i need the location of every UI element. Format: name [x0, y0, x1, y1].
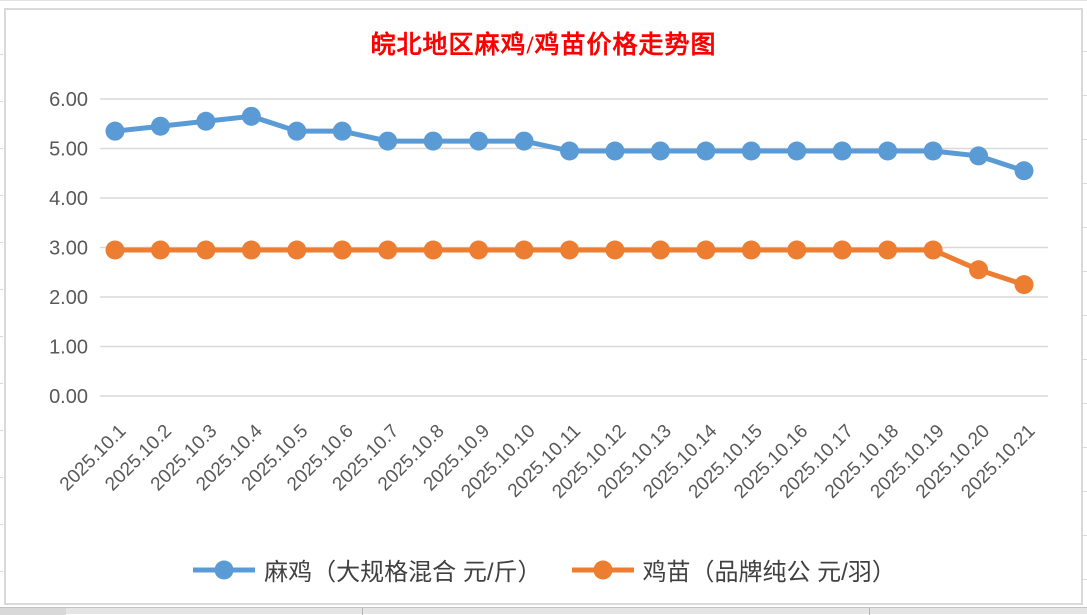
data-point[interactable]: [196, 111, 216, 131]
spreadsheet-edge-bottom: [0, 607, 1087, 615]
data-point[interactable]: [923, 240, 943, 260]
data-point[interactable]: [787, 240, 807, 260]
legend-item-maji[interactable]: 麻鸡（大规格混合 元/斤）: [191, 552, 542, 587]
y-axis-label: 3.00: [49, 238, 88, 260]
data-point[interactable]: [923, 141, 943, 161]
legend-label-maji: 麻鸡（大规格混合 元/斤）: [264, 559, 542, 586]
data-point[interactable]: [196, 240, 216, 260]
data-point[interactable]: [332, 121, 352, 141]
data-point[interactable]: [832, 141, 852, 161]
maji-series-marker-icon: [193, 560, 256, 579]
chart-frame[interactable]: [4, 8, 1083, 605]
data-point[interactable]: [105, 121, 125, 141]
data-point[interactable]: [560, 141, 579, 161]
data-point[interactable]: [1014, 275, 1034, 295]
data-point[interactable]: [423, 131, 443, 151]
data-point[interactable]: [241, 106, 261, 126]
data-point[interactable]: [241, 240, 261, 260]
data-point[interactable]: [105, 240, 125, 260]
screenshot-top-edge: [0, 0, 1087, 1]
y-axis-label: 0.00: [49, 386, 88, 408]
data-point[interactable]: [469, 240, 489, 260]
chart-title[interactable]: 皖北地区麻鸡/鸡苗价格走势图: [370, 32, 717, 59]
data-point[interactable]: [150, 240, 170, 260]
y-axis-label: 1.00: [49, 337, 88, 359]
data-point[interactable]: [378, 131, 398, 151]
data-point[interactable]: [878, 240, 898, 260]
y-axis-label: 4.00: [49, 188, 88, 210]
data-point[interactable]: [514, 240, 534, 260]
data-point[interactable]: [650, 240, 670, 260]
data-point[interactable]: [878, 141, 898, 161]
data-point[interactable]: [969, 146, 989, 166]
data-point[interactable]: [560, 240, 579, 260]
y-axis-label: 6.00: [49, 89, 88, 111]
spreadsheet-edge-right: [1083, 8, 1087, 604]
data-point[interactable]: [832, 240, 852, 260]
data-point[interactable]: [378, 240, 398, 260]
data-point[interactable]: [423, 240, 443, 260]
data-point[interactable]: [696, 141, 716, 161]
data-point[interactable]: [650, 141, 670, 161]
legend-item-jimiao[interactable]: 鸡苗（品牌纯公 元/羽）: [570, 552, 896, 587]
y-axis-label: 5.00: [49, 139, 88, 161]
data-point[interactable]: [332, 240, 352, 260]
data-point[interactable]: [741, 240, 761, 260]
data-point[interactable]: [969, 260, 989, 280]
data-point[interactable]: [287, 240, 307, 260]
data-point[interactable]: [696, 240, 716, 260]
data-point[interactable]: [605, 240, 625, 260]
data-point[interactable]: [514, 131, 534, 151]
chart-legend: 麻鸡（大规格混合 元/斤） 鸡苗（品牌纯公 元/羽）: [0, 552, 1087, 587]
data-point[interactable]: [1014, 161, 1034, 181]
jimiao-series-marker-icon: [571, 560, 634, 579]
data-point[interactable]: [469, 131, 489, 151]
data-point[interactable]: [150, 116, 170, 136]
data-point[interactable]: [605, 141, 625, 161]
y-axis-label: 2.00: [49, 287, 88, 309]
data-point[interactable]: [741, 141, 761, 161]
data-point[interactable]: [787, 141, 807, 161]
data-point[interactable]: [287, 121, 307, 141]
spreadsheet-edge-left: [0, 8, 3, 604]
legend-label-jimiao: 鸡苗（品牌纯公 元/羽）: [642, 559, 896, 586]
